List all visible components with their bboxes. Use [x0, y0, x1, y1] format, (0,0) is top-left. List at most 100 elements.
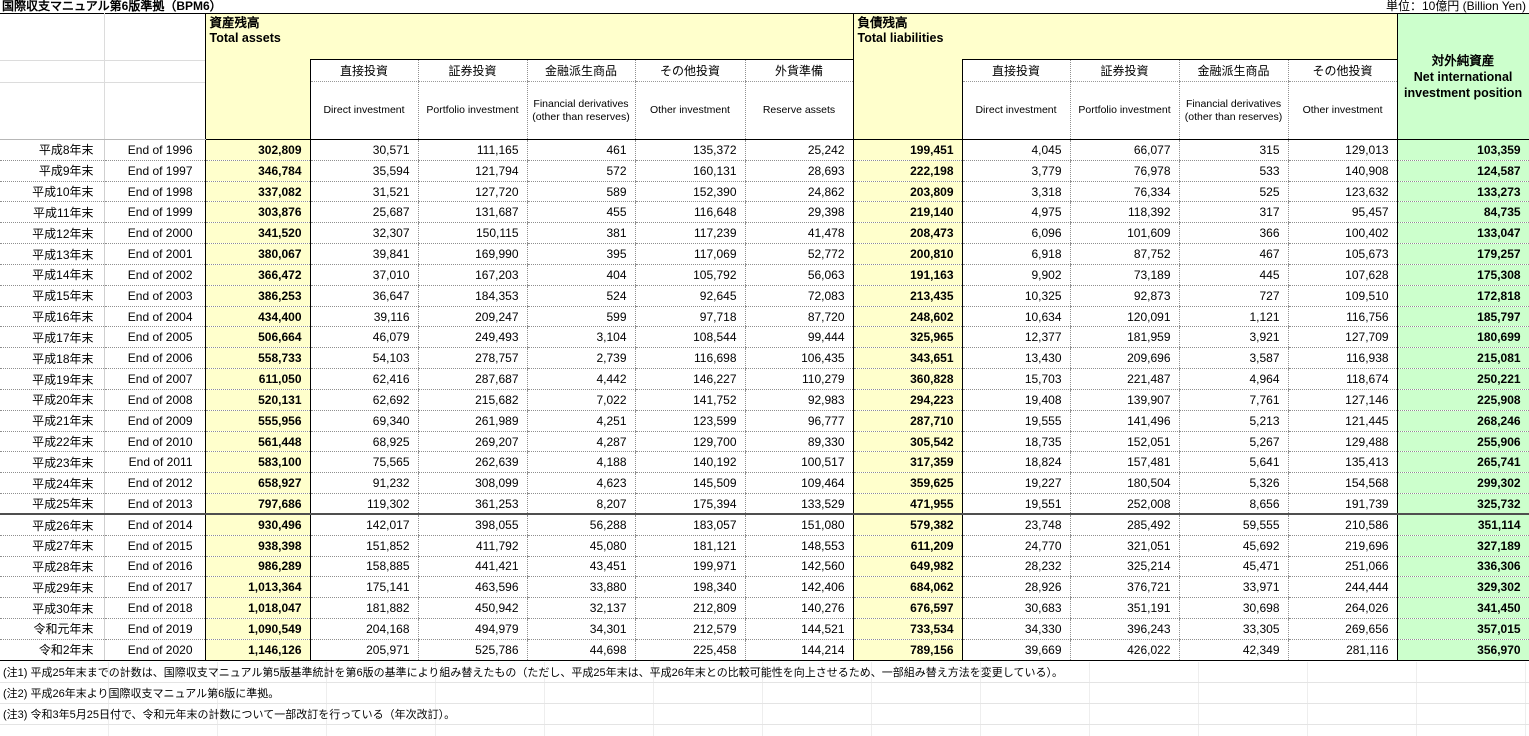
- year-cell: End of 2020: [104, 639, 205, 661]
- value-cell: 105,673: [1287, 243, 1398, 265]
- value-cell: 5,326: [1178, 472, 1289, 495]
- value-cell: 121,794: [417, 160, 527, 182]
- value-cell: 337,082: [204, 181, 311, 203]
- unit-label: 単位：10億円 (Billion Yen): [1385, 0, 1526, 13]
- value-cell: 205,971: [310, 639, 418, 661]
- table-row: 平成17年末 End of 2005 506,664 46,079 249,493 3,1…: [0, 326, 1529, 349]
- value-cell: 116,648: [634, 201, 745, 224]
- value-cell: 175,308: [1396, 264, 1529, 286]
- value-cell: 181,882: [310, 597, 418, 620]
- value-cell: 213,435: [852, 285, 963, 307]
- era-cell: 平成28年末: [0, 556, 105, 578]
- era-cell: 平成14年末: [0, 264, 105, 286]
- value-cell: 184,353: [417, 285, 527, 307]
- value-cell: 3,104: [526, 326, 635, 349]
- value-cell: 87,720: [744, 306, 854, 328]
- value-cell: 7,022: [526, 389, 635, 411]
- era-cell: 平成22年末: [0, 431, 105, 453]
- value-cell: 127,146: [1287, 389, 1398, 411]
- value-cell: 599: [526, 306, 635, 328]
- value-cell: 91,232: [310, 472, 418, 495]
- assets-direct-head-en: Direct investment: [310, 81, 418, 140]
- reserve-assets-head-en: Reserve assets: [744, 81, 854, 140]
- value-cell: 386,253: [204, 285, 311, 307]
- value-cell: 100,402: [1287, 222, 1398, 245]
- year-cell: End of 2015: [104, 535, 205, 557]
- table-body: 平成8年末 End of 1996 302,809 30,571 111,165 461 1…: [0, 139, 1529, 661]
- value-cell: 341,450: [1396, 597, 1529, 620]
- table-row: 平成11年末 End of 1999 303,876 25,687 131,687 455…: [0, 201, 1529, 224]
- assets-derivatives-head-jp: 金融派生商品: [526, 59, 635, 82]
- table-row: 平成12年末 End of 2000 341,520 32,307 150,115 381…: [0, 222, 1529, 245]
- value-cell: 129,700: [634, 431, 745, 453]
- value-cell: 209,247: [417, 306, 527, 328]
- value-cell: 252,008: [1069, 493, 1180, 516]
- era-cell: 平成18年末: [0, 347, 105, 370]
- era-cell: 平成10年末: [0, 181, 105, 203]
- table-row: 平成15年末 End of 2003 386,253 36,647 184,353 524…: [0, 285, 1529, 307]
- value-cell: 244,444: [1287, 576, 1398, 599]
- table-header: 資産残高 Total assets 負債残高 Total liabilities…: [0, 13, 1529, 140]
- year-cell: End of 1998: [104, 181, 205, 203]
- liab-derivatives-head-en: Financial derivatives (other than reserv…: [1178, 81, 1289, 140]
- value-cell: 28,232: [962, 556, 1071, 578]
- year-cell: End of 1997: [104, 160, 205, 182]
- value-cell: 4,975: [962, 201, 1071, 224]
- iip-table: 資産残高 Total assets 負債残高 Total liabilities…: [0, 13, 1529, 661]
- value-cell: 30,571: [310, 139, 418, 161]
- liab-direct-head-en: Direct investment: [962, 81, 1071, 140]
- value-cell: 141,496: [1069, 410, 1180, 432]
- value-cell: 6,918: [962, 243, 1071, 265]
- spreadsheet-grid-background: [0, 662, 1529, 736]
- value-cell: 9,902: [962, 264, 1071, 286]
- assets-group-header: 資産残高 Total assets: [204, 13, 854, 60]
- value-cell: 221,487: [1069, 368, 1180, 390]
- value-cell: 185,797: [1396, 306, 1529, 328]
- assets-direct-head-jp: 直接投資: [310, 59, 418, 82]
- value-cell: 33,880: [526, 576, 635, 599]
- value-cell: 144,521: [744, 618, 854, 640]
- value-cell: 140,192: [634, 451, 745, 474]
- value-cell: 105,792: [634, 264, 745, 286]
- value-cell: 160,131: [634, 160, 745, 182]
- value-cell: 96,777: [744, 410, 854, 432]
- value-cell: 68,925: [310, 431, 418, 453]
- value-cell: 191,739: [1287, 493, 1398, 516]
- value-cell: 325,965: [852, 326, 963, 349]
- value-cell: 381: [526, 222, 635, 245]
- value-cell: 315: [1178, 139, 1289, 161]
- value-cell: 62,692: [310, 389, 418, 411]
- value-cell: 100,517: [744, 451, 854, 474]
- value-cell: 131,687: [417, 201, 527, 224]
- era-cell: 平成12年末: [0, 222, 105, 245]
- table-row: 平成8年末 End of 1996 302,809 30,571 111,165 461 1…: [0, 139, 1529, 161]
- value-cell: 56,288: [526, 514, 635, 536]
- value-cell: 44,698: [526, 639, 635, 661]
- value-cell: 3,318: [962, 181, 1071, 203]
- value-cell: 434,400: [204, 306, 311, 328]
- value-cell: 4,623: [526, 472, 635, 495]
- value-cell: 29,398: [744, 201, 854, 224]
- footnote-2: (注2) 平成26年末より国際収支マニュアル第6版に準拠。: [3, 688, 280, 700]
- value-cell: 287,710: [852, 410, 963, 432]
- value-cell: 28,926: [962, 576, 1071, 599]
- year-cell: End of 1999: [104, 201, 205, 224]
- value-cell: 36,647: [310, 285, 418, 307]
- value-cell: 72,083: [744, 285, 854, 307]
- footnote-3: (注3) 令和3年5月25日付で、令和元年末の計数について一部改訂を行っている（…: [3, 709, 456, 721]
- value-cell: 212,579: [634, 618, 745, 640]
- value-cell: 10,325: [962, 285, 1071, 307]
- value-cell: 133,273: [1396, 181, 1529, 203]
- value-cell: 32,307: [310, 222, 418, 245]
- value-cell: 101,609: [1069, 222, 1180, 245]
- liab-portfolio-head-jp: 証券投資: [1069, 59, 1180, 82]
- page-title: 国際収支マニュアル第6版準拠（BPM6）: [2, 0, 222, 13]
- value-cell: 5,641: [1178, 451, 1289, 474]
- assets-other-head-en: Other investment: [634, 81, 745, 140]
- value-cell: 12,377: [962, 326, 1071, 349]
- table-row: 平成10年末 End of 1998 337,082 31,521 127,720 589…: [0, 181, 1529, 203]
- value-cell: 103,359: [1396, 139, 1529, 161]
- year-cell: End of 2003: [104, 285, 205, 307]
- value-cell: 222,198: [852, 160, 963, 182]
- value-cell: 117,239: [634, 222, 745, 245]
